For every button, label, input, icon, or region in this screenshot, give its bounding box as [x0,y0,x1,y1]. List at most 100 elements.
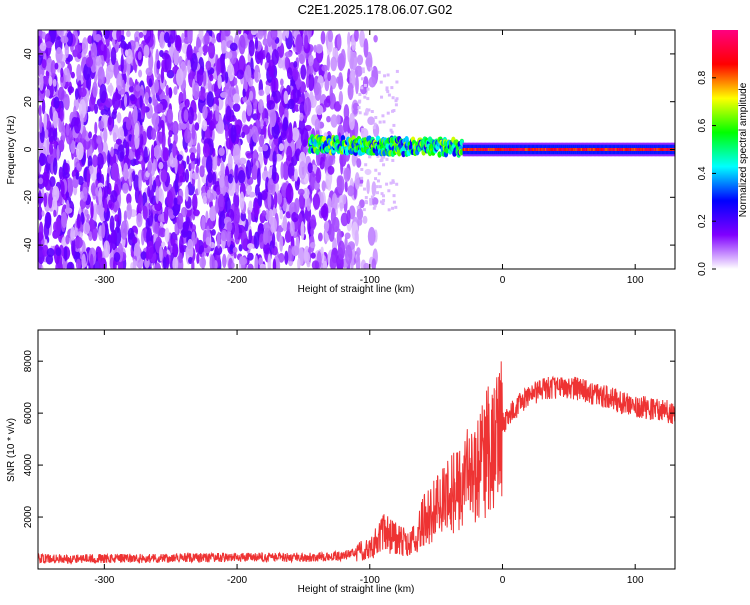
spectrogram-cell [175,171,180,183]
colorbar-tick-label: 0.4 [697,166,708,180]
spectrogram-cell [383,74,387,78]
spectrogram-cell [631,148,634,151]
spectrogram-cell [165,84,170,96]
spectrogram-cell [382,155,386,159]
spectrogram-cell [371,258,377,269]
spectrogram-cell [247,263,254,269]
spectrogram-cell [116,112,122,124]
spectrogram-cell [110,229,118,244]
spectrogram-cell [137,51,142,61]
spectrogram-cell [38,189,42,208]
spectrogram-cell [60,181,65,198]
spectrogram-cell [75,172,79,180]
spectrogram-cell [655,148,658,151]
spectrogram-cell [489,148,492,151]
spectrogram-cell [113,252,121,262]
spectrogram-cell [620,148,623,151]
spectrogram-cell [97,247,102,264]
snr-y-label: SNR (10 * v/v) [6,418,17,482]
spectrogram-cell [625,148,628,151]
spectrogram-cell [70,226,76,241]
x-tick-label: 100 [627,275,644,286]
spectrogram-cell [41,59,47,69]
spectrogram-cell [134,122,140,139]
spectrogram-cell [187,59,191,74]
spectrogram-cell [293,168,298,182]
spectrogram-cell [53,209,57,218]
spectrogram-cell [178,122,183,131]
spectrogram-cell [216,231,221,249]
spectrogram-cell [74,117,81,134]
spectrogram-cell [205,155,213,174]
spectrogram-cell [66,31,74,47]
spectrogram-cell [133,105,138,125]
spectrogram-cell [144,257,150,269]
spectrogram-cell [649,148,652,151]
spectrogram-cell [357,106,361,110]
spectrogram-cell [245,64,252,83]
spectrogram-cell [360,167,364,171]
spectrogram-cell [232,143,241,164]
spectrogram-cell [154,213,158,222]
spectrogram-cell [363,187,367,191]
y-tick-label: 2000 [23,505,34,528]
spectrogram-cell [298,161,307,180]
spectrogram-cell [125,118,132,131]
spectrogram-cell [103,240,111,258]
spectrogram-cell [330,56,338,72]
spectrogram-cell [39,152,45,167]
spectrogram-cell [374,168,378,172]
spectrogram-cell [58,166,64,180]
spectrogram-cell [167,108,174,124]
spectrogram-cell [258,257,264,266]
spectrogram-cell [44,211,52,230]
spectrogram-cell [326,54,331,71]
spectrogram-cell [474,148,477,151]
spectrogram-cell [527,148,530,151]
spectrogram-cell [220,229,228,242]
spectrogram-cell [149,172,153,191]
spectrogram-cell [635,148,638,151]
spectrogram-cell [387,93,391,97]
spectrogram-cell [551,148,554,151]
spectrogram-cell [74,236,83,249]
spectrogram-cell [315,104,324,116]
spectrogram-cell [535,148,538,151]
snr-y-ticks: 2000 4000 6000 8000 [23,350,675,528]
spectrogram-cell [38,177,44,185]
spectrogram-cell [218,147,225,157]
spectrogram-cell [556,148,559,151]
spectrogram-cell [518,148,521,151]
spectrogram-cell [242,88,246,98]
spectrogram-cell [637,148,640,151]
y-tick-label: 4000 [23,454,34,477]
spectrogram-cell [38,221,44,241]
spectrogram-cell [112,91,120,111]
spectrogram-cell [392,194,396,198]
spectrogram-cell [590,148,593,151]
spectrogram-cell [311,260,320,269]
spectrogram-cell [374,177,378,181]
spectrogram-cell [271,232,276,249]
spectrogram-y-label: Frequency (Hz) [6,116,17,185]
spectrogram-cell [381,202,385,206]
x-tick-label: -200 [227,275,247,286]
spectrogram-cell [127,227,135,240]
spectrogram-cell [539,148,542,151]
spectrogram-cell [175,68,184,87]
x-tick-label: 0 [500,275,506,286]
spectrogram-cell [38,74,44,91]
spectrogram-cell [240,229,248,250]
spectrogram-cell [327,165,335,175]
spectrogram-cell [639,148,642,151]
x-tick-label: -300 [94,275,114,286]
spectrogram-cell [287,67,293,80]
spectrogram-cell [327,38,333,53]
spectrogram-cell [506,148,509,151]
spectrogram-cell [294,197,300,214]
spectrogram-cell [361,67,365,71]
spectrogram-cell [373,122,377,126]
spectrogram-cell [531,148,534,151]
spectrogram-cell [600,148,603,151]
spectrogram-cell [232,103,241,112]
